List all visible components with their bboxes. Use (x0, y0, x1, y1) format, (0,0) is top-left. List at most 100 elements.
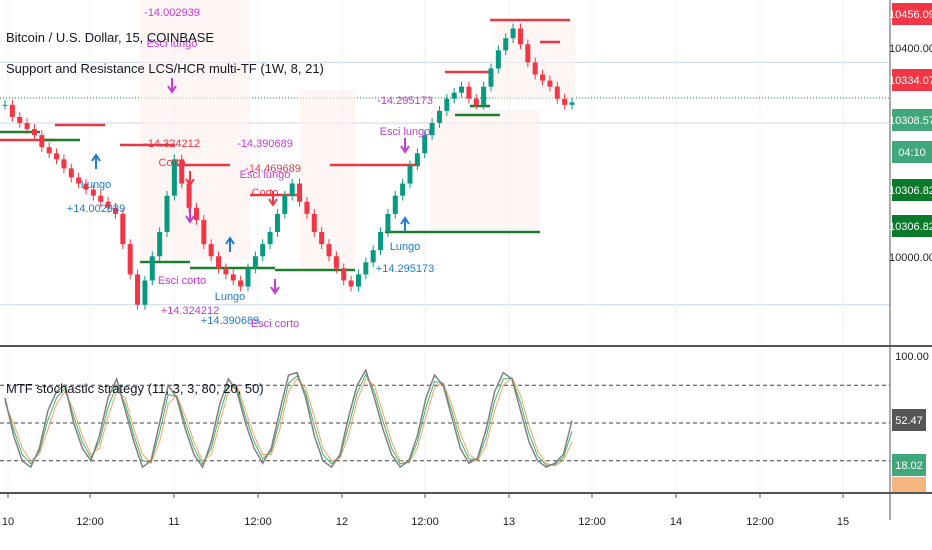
candle-body (392, 195, 398, 214)
trade-signals: -14.002939 Esci lungo Lungo +14.002939 -14.3… (67, 7, 434, 330)
candle-body (355, 274, 361, 287)
candle-body (252, 256, 258, 269)
time-axis-label: 12:00 (411, 516, 439, 528)
price-axis-label: 10400.00 (889, 43, 932, 55)
shaded-zone (300, 90, 355, 270)
candle-body (400, 183, 406, 196)
time-axis-label: 12:00 (578, 516, 606, 528)
candle-body (333, 256, 339, 269)
pane-gap (0, 345, 890, 350)
candle-body (90, 189, 96, 196)
signal-arrow-head (91, 153, 101, 162)
candle-body (142, 280, 148, 305)
signal-label: Corto (252, 187, 279, 199)
signal-label: Corto (159, 157, 186, 169)
price-tag-label: 10308.57 (889, 115, 932, 127)
time-axis-label: 12 (336, 516, 348, 528)
candle-body (525, 44, 531, 63)
price-tag (892, 179, 932, 201)
time-axis-label: 15 (837, 516, 849, 528)
candle-body (481, 86, 487, 105)
time-axis-label: 12:00 (76, 516, 104, 528)
candle-body (444, 98, 450, 111)
time-axis-label: 12:00 (746, 516, 774, 528)
candle-body (459, 86, 465, 93)
candle-body (230, 274, 236, 281)
signal-label: Lungo (215, 291, 246, 303)
candle-body (466, 86, 472, 99)
signal-label: Lungo (390, 241, 421, 253)
price-tag (892, 141, 932, 163)
osc-tag-secondary (892, 477, 926, 492)
candle-body (68, 168, 74, 178)
candle-body (2, 104, 8, 106)
signal-label: Esci lungo (380, 126, 431, 138)
candle-body (363, 262, 369, 275)
candle-body (385, 213, 391, 233)
time-axis-label: 10 (2, 516, 14, 528)
candle-body (76, 177, 82, 184)
candle-body (149, 256, 155, 281)
price-tag-label: 10306.82 (889, 185, 932, 197)
candle-body (193, 207, 199, 220)
candle-body (488, 68, 494, 87)
time-axis-label: 13 (503, 516, 515, 528)
candle-body (179, 159, 185, 184)
oscillator-title: MTF stochastic strategy (11, 3, 3, 80, 2… (6, 381, 264, 396)
candle-body (348, 280, 354, 287)
price-tag (892, 215, 932, 237)
signal-label: Esci corto (158, 275, 206, 287)
osc-axis-top: 100.00 (895, 351, 929, 363)
candle-body (127, 244, 133, 275)
candle-body (54, 153, 60, 160)
candle-body (510, 28, 516, 39)
oscillator-pane (0, 368, 890, 469)
signal-label: -14.324212 (144, 138, 200, 150)
candle-body (157, 232, 163, 257)
price-tag (892, 3, 932, 25)
candle-body (223, 268, 229, 275)
candle-body (311, 213, 317, 233)
candle-body (532, 62, 538, 75)
price-tag-label: 04:10 (898, 147, 926, 159)
candle-body (245, 268, 251, 287)
signal-arrow-head (185, 178, 195, 187)
candle-body (201, 219, 207, 245)
signal-label: -14.469689 (245, 163, 301, 175)
grid-lines (0, 0, 932, 520)
signal-label: Esci lungo (240, 169, 291, 181)
candle-body (289, 183, 295, 196)
candle-body (451, 92, 457, 99)
candle-body (319, 232, 325, 245)
candle-body (112, 207, 118, 214)
candle-body (341, 268, 347, 281)
price-tag (892, 69, 932, 91)
candle-body (216, 256, 222, 269)
signal-arrow-head (225, 236, 235, 245)
time-axis-label: 12:00 (244, 516, 272, 528)
signal-arrow-head (270, 286, 280, 295)
candle-body (495, 50, 501, 69)
osc-tag-label: 52.47 (895, 415, 923, 427)
signal-arrow-head (400, 216, 410, 225)
signal-label: +14.324212 (161, 305, 219, 317)
candle-body (473, 98, 479, 105)
signal-label: -14.295173 (377, 95, 433, 107)
signal-label: -14.002939 (144, 7, 200, 19)
candle-body (547, 80, 553, 87)
candle-body (31, 129, 37, 136)
price-axis-bg (891, 0, 932, 345)
candle-body (186, 183, 192, 208)
candle-body (554, 86, 560, 99)
osc-tag-label: 18.02 (895, 460, 923, 472)
stoch-k-line (4, 368, 573, 469)
stoch-x-line (4, 373, 573, 466)
candlestick-series (2, 23, 575, 310)
candle-body (503, 38, 509, 51)
candle-body (370, 250, 376, 263)
candle-body (171, 159, 177, 196)
candle-body (105, 201, 111, 208)
signal-label: +14.295173 (376, 263, 434, 275)
candle-body (61, 159, 67, 169)
